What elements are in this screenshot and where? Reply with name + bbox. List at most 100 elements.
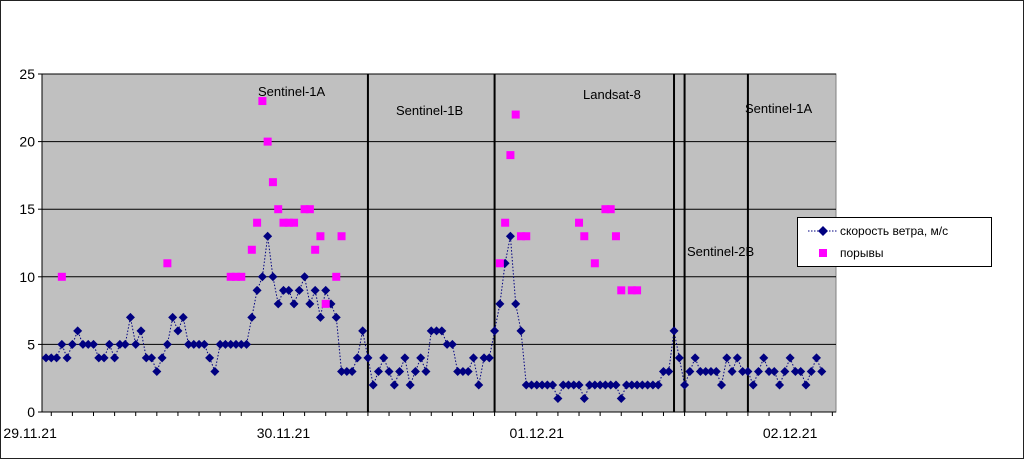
wind-speed-point <box>331 312 341 322</box>
satellite-label: Sentinel-1A <box>745 101 813 116</box>
gust-point <box>575 218 584 227</box>
wind-speed-point <box>701 366 711 376</box>
gust-point <box>316 232 325 241</box>
wind-speed-point <box>104 339 114 349</box>
gust-point <box>611 232 620 241</box>
x-tick-label: 30.11.21 <box>257 425 311 441</box>
wind-speed-point <box>490 326 500 336</box>
wind-speed-point <box>78 339 88 349</box>
wind-speed-point <box>780 366 790 376</box>
gust-point <box>522 232 531 241</box>
wind-speed-point <box>337 366 347 376</box>
wind-speed-point <box>468 353 478 363</box>
gust-point <box>633 286 642 295</box>
wind-speed-point <box>115 339 125 349</box>
wind-speed-point <box>674 353 684 363</box>
wind-speed-point <box>753 366 763 376</box>
y-tick-label: 5 <box>27 336 35 352</box>
wind-speed-point <box>585 380 595 390</box>
wind-speed-point <box>669 326 679 336</box>
wind-speed-point <box>595 380 605 390</box>
wind-speed-point <box>611 380 621 390</box>
wind-speed-point <box>88 339 98 349</box>
wind-speed-point <box>643 380 653 390</box>
wind-speed-point <box>632 380 642 390</box>
y-tick-label: 10 <box>19 269 35 285</box>
gust-point <box>290 218 299 227</box>
wind-speed-point <box>131 339 141 349</box>
gust-point <box>311 245 320 254</box>
y-tick-label: 25 <box>19 66 35 82</box>
wind-speed-point <box>41 353 51 363</box>
wind-speed-point <box>152 366 162 376</box>
wind-speed-point <box>616 393 626 403</box>
wind-speed-point <box>437 326 447 336</box>
wind-speed-point <box>358 326 368 336</box>
wind-speed-point <box>136 326 146 336</box>
grid-layer <box>42 73 836 345</box>
wind-speed-point <box>717 380 727 390</box>
gust-point <box>617 286 626 295</box>
wind-speed-point <box>759 353 769 363</box>
wind-speed-point <box>801 380 811 390</box>
gust-point <box>606 205 615 214</box>
wind-speed-point <box>622 380 632 390</box>
wind-speed-point <box>421 366 431 376</box>
wind-speed-point <box>769 366 779 376</box>
wind-speed-point <box>664 366 674 376</box>
wind-speed-point <box>590 380 600 390</box>
gust-point <box>516 232 525 241</box>
legend-wind-symbol <box>806 222 840 240</box>
wind-speed-point <box>389 380 399 390</box>
wind-speed-point <box>579 393 589 403</box>
gust-point <box>279 218 288 227</box>
wind-speed-point <box>210 366 220 376</box>
satellite-label: Sentinel-1B <box>396 103 463 118</box>
wind-speed-point <box>236 339 246 349</box>
wind-speed-point <box>432 326 442 336</box>
gust-point <box>300 205 309 214</box>
wind-speed-point <box>410 366 420 376</box>
gust-point <box>580 232 589 241</box>
gust-point <box>57 272 66 281</box>
x-tick-label: 02.12.21 <box>763 425 818 441</box>
wind-speed-point <box>600 380 610 390</box>
wind-speed-point <box>278 285 288 295</box>
wind-speed-point <box>690 353 700 363</box>
axis-layer: 0 5 10 15 20 25 29.11.21 30.11.21 01.12.21 02.12.… <box>3 66 836 441</box>
gust-point <box>511 110 520 119</box>
gust-point <box>590 259 599 268</box>
wind-speed-point <box>189 339 199 349</box>
wind-speed-point <box>695 366 705 376</box>
gust-point <box>263 137 272 146</box>
wind-speed-point <box>606 380 616 390</box>
wind-speed-point <box>553 393 563 403</box>
wind-speed-point <box>743 366 753 376</box>
satellite-label: Landsat-8 <box>583 87 641 102</box>
wind-speed-point <box>268 272 278 282</box>
wind-speed-point <box>384 366 394 376</box>
wind-speed-point <box>310 285 320 295</box>
gust-point <box>258 97 267 106</box>
wind-speed-point <box>548 380 558 390</box>
wind-speed-point <box>711 366 721 376</box>
wind-speed-point <box>775 380 785 390</box>
wind-speed-point <box>284 285 294 295</box>
wind-speed-point <box>574 380 584 390</box>
wind-speed-point <box>658 366 668 376</box>
wind-speed-point <box>199 339 209 349</box>
gust-point <box>163 259 172 268</box>
wind-speed-point <box>242 339 252 349</box>
wind-speed-point <box>83 339 93 349</box>
plot-area <box>41 73 837 413</box>
series-layer <box>41 97 827 403</box>
x-tick-label: 29.11.21 <box>3 425 57 441</box>
gust-point <box>237 272 246 281</box>
wind-speed-point <box>495 299 505 309</box>
wind-speed-point <box>405 380 415 390</box>
wind-speed-point <box>67 339 77 349</box>
gust-point <box>274 205 283 214</box>
wind-speed-point <box>252 285 262 295</box>
